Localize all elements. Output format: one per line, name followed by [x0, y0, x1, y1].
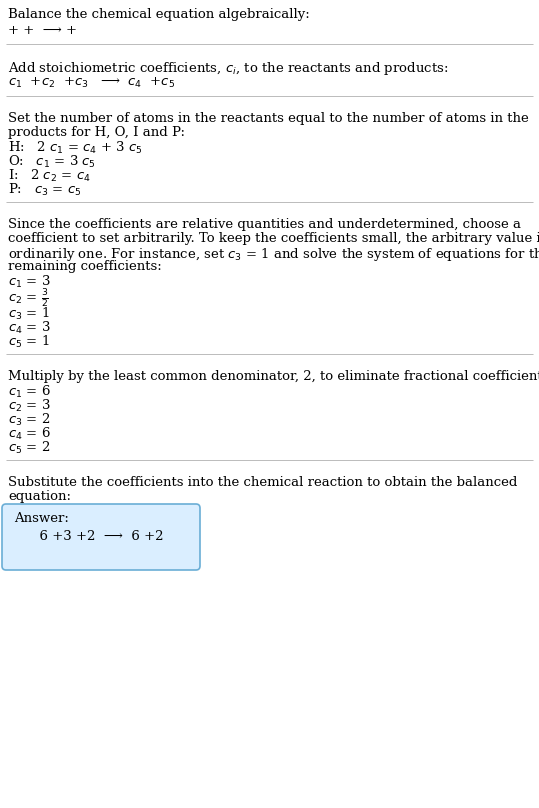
Text: $c_1$ = 6: $c_1$ = 6	[8, 384, 51, 400]
Text: 6 +3 +2  ⟶  6 +2: 6 +3 +2 ⟶ 6 +2	[14, 530, 163, 543]
Text: Set the number of atoms in the reactants equal to the number of atoms in the: Set the number of atoms in the reactants…	[8, 112, 529, 125]
Text: $c_1$ = 3: $c_1$ = 3	[8, 274, 51, 290]
Text: $c_4$ = 6: $c_4$ = 6	[8, 426, 51, 442]
Text: Multiply by the least common denominator, 2, to eliminate fractional coefficient: Multiply by the least common denominator…	[8, 370, 539, 383]
FancyBboxPatch shape	[2, 504, 200, 570]
Text: $c_1$  +$c_2$  +$c_3$   ⟶  $c_4$  +$c_5$: $c_1$ +$c_2$ +$c_3$ ⟶ $c_4$ +$c_5$	[8, 76, 175, 90]
Text: Since the coefficients are relative quantities and underdetermined, choose a: Since the coefficients are relative quan…	[8, 218, 521, 231]
Text: $c_2$ = $\frac{3}{2}$: $c_2$ = $\frac{3}{2}$	[8, 288, 49, 310]
Text: $c_2$ = 3: $c_2$ = 3	[8, 398, 51, 414]
Text: I:   2 $c_2$ = $c_4$: I: 2 $c_2$ = $c_4$	[8, 168, 91, 184]
Text: $c_5$ = 1: $c_5$ = 1	[8, 334, 50, 350]
Text: + +  ⟶ +: + + ⟶ +	[8, 24, 77, 37]
Text: H:   2 $c_1$ = $c_4$ + 3 $c_5$: H: 2 $c_1$ = $c_4$ + 3 $c_5$	[8, 140, 142, 156]
Text: O:   $c_1$ = 3 $c_5$: O: $c_1$ = 3 $c_5$	[8, 154, 96, 170]
Text: Add stoichiometric coefficients, $c_i$, to the reactants and products:: Add stoichiometric coefficients, $c_i$, …	[8, 60, 448, 77]
Text: products for H, O, I and P:: products for H, O, I and P:	[8, 126, 185, 139]
Text: $c_3$ = 1: $c_3$ = 1	[8, 306, 50, 322]
Text: P:   $c_3$ = $c_5$: P: $c_3$ = $c_5$	[8, 182, 81, 198]
Text: Answer:: Answer:	[14, 512, 69, 525]
Text: Balance the chemical equation algebraically:: Balance the chemical equation algebraica…	[8, 8, 310, 21]
Text: $c_3$ = 2: $c_3$ = 2	[8, 412, 50, 428]
Text: equation:: equation:	[8, 490, 71, 503]
Text: ordinarily one. For instance, set $c_3$ = 1 and solve the system of equations fo: ordinarily one. For instance, set $c_3$ …	[8, 246, 539, 263]
Text: $c_5$ = 2: $c_5$ = 2	[8, 440, 50, 456]
Text: $c_4$ = 3: $c_4$ = 3	[8, 320, 51, 336]
Text: coefficient to set arbitrarily. To keep the coefficients small, the arbitrary va: coefficient to set arbitrarily. To keep …	[8, 232, 539, 245]
Text: Substitute the coefficients into the chemical reaction to obtain the balanced: Substitute the coefficients into the che…	[8, 476, 517, 489]
Text: remaining coefficients:: remaining coefficients:	[8, 260, 162, 273]
